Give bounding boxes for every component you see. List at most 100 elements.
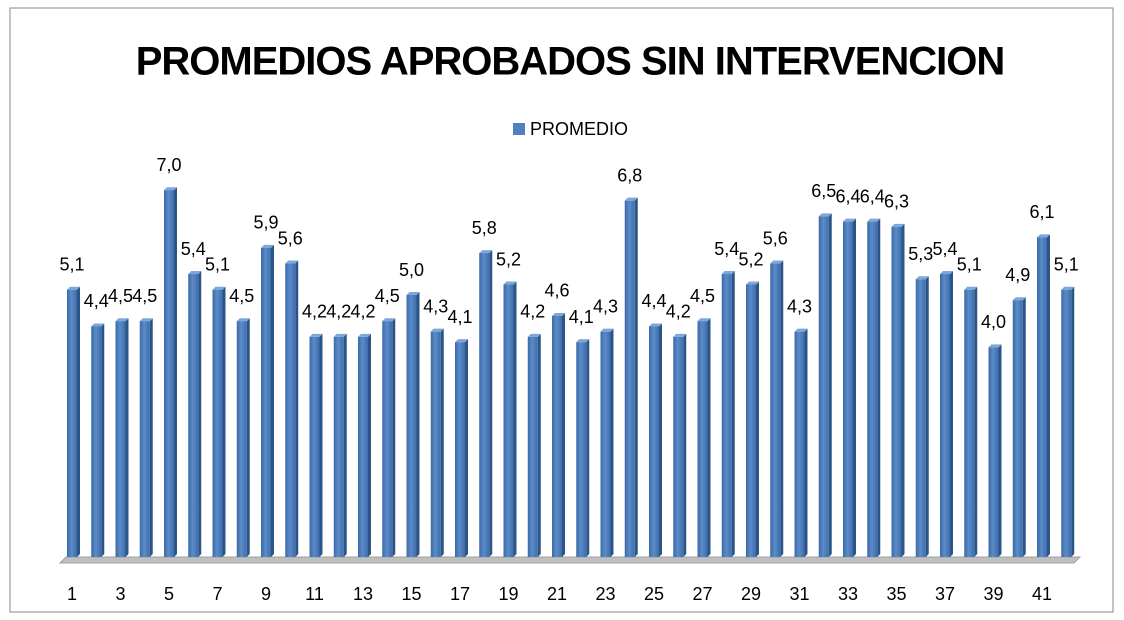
bar-top [576,339,590,343]
bar-top [188,271,202,275]
bar-side [998,344,1002,557]
value-label: 4,9 [1005,265,1030,285]
x-tick-label: 7 [212,584,222,604]
bar [891,226,902,557]
bar-side [465,339,468,557]
bar-top [915,276,929,280]
x-tick-label: 19 [498,584,518,604]
bar-top [843,218,856,222]
bar-side [440,328,444,557]
bar-top [552,312,565,316]
bar-top [479,250,493,254]
bar-side [877,218,881,557]
bar-top [964,286,978,290]
bar [527,336,538,557]
bar [333,336,344,557]
bar-top [867,218,881,222]
x-tick-label: 39 [983,584,1003,604]
value-label: 5,1 [205,255,230,275]
floor [58,556,1082,564]
bar [576,342,587,557]
bar-side [901,223,905,557]
bar-top [455,339,468,343]
x-tick-label: 5 [164,584,174,604]
bar [940,274,950,557]
value-label: 4,2 [350,302,375,322]
x-tick-label: 33 [838,584,858,604]
bar-side [610,328,614,557]
bar [915,279,926,557]
bar-side [853,218,856,557]
bar-top [940,271,953,275]
bar-side [974,286,978,557]
bar-side [586,339,590,557]
chart-frame [9,7,1114,613]
bar-side [659,323,662,557]
value-label: 6,1 [1029,202,1054,222]
bar [697,321,708,557]
value-label: 5,3 [908,244,933,264]
bar [794,331,805,557]
bar [1012,300,1023,557]
bar [139,321,150,557]
bar [1061,289,1072,557]
legend-swatch [513,123,525,135]
value-label: 5,6 [278,228,303,248]
bar [236,321,247,557]
bar-top [891,223,905,227]
bar [164,190,174,557]
bar [188,274,199,557]
value-label: 4,2 [302,302,327,322]
bar-side [125,318,129,557]
bar-side [756,281,759,557]
bar [600,331,611,557]
bar [309,336,320,557]
bar-top [988,344,1002,348]
x-tick-label: 3 [115,584,125,604]
value-label: 5,8 [472,218,497,238]
bar-side [101,323,105,557]
bar-side [537,333,541,557]
bar-top [406,292,420,295]
bar-side [562,312,565,557]
value-label: 5,2 [738,249,763,269]
bar-top [333,333,347,337]
bar-side [925,276,929,557]
bar [552,315,562,557]
value-label: 4,5 [690,286,715,306]
value-label: 6,8 [617,165,642,185]
bar [818,216,829,557]
bar-top [600,328,614,332]
bar-top [164,187,177,191]
bar-top [649,323,662,327]
x-tick-label: 1 [67,584,77,604]
bar [382,321,393,557]
value-label: 4,0 [981,312,1006,332]
value-label: 5,4 [932,239,957,259]
x-tick-label: 37 [935,584,955,604]
value-label: 5,4 [714,239,739,259]
bar-top [67,286,80,290]
bar [455,342,465,557]
legend-label: PROMEDIO [530,119,628,139]
value-label: 4,3 [593,296,618,316]
bar-top [697,318,711,322]
x-tick-label: 13 [353,584,373,604]
bar-top [794,328,808,332]
bar-top [527,333,541,337]
value-label: 5,9 [253,213,278,233]
bar-side [416,292,420,557]
bar-side [513,281,517,557]
bar-top [212,286,226,290]
bar [649,326,659,557]
bar-top [358,333,371,337]
bar-top [309,333,323,337]
bar-side [77,286,80,557]
value-label: 4,1 [569,307,594,327]
value-label: 4,3 [423,296,448,316]
value-label: 4,5 [229,286,254,306]
bar [721,274,732,557]
value-label: 4,3 [787,296,812,316]
value-label: 4,4 [641,291,666,311]
value-label: 4,2 [520,302,545,322]
